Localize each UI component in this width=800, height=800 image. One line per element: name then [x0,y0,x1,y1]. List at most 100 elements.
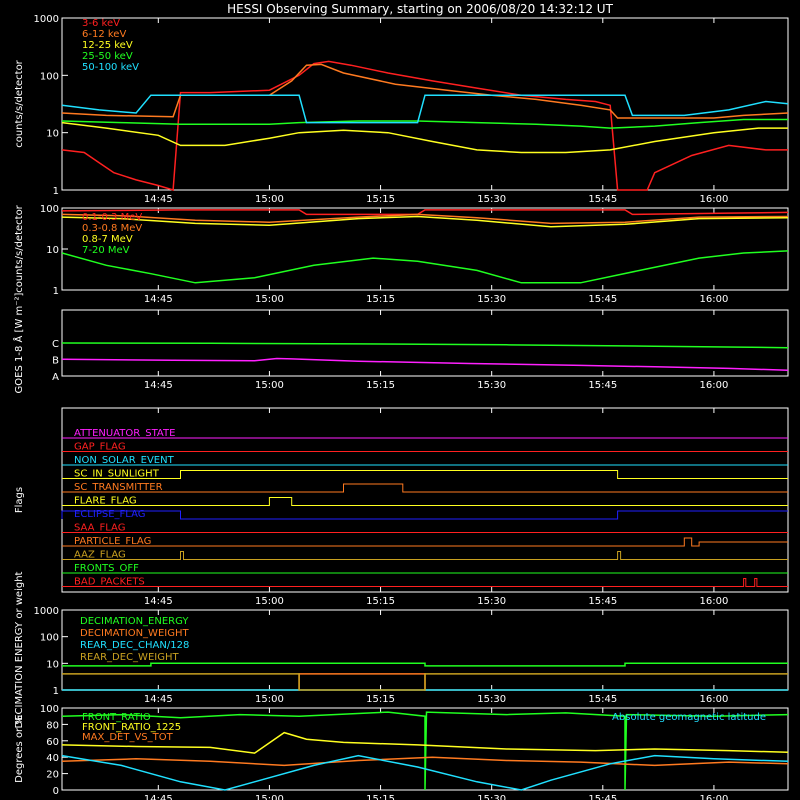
panel4-flag-label-4: SC_TRANSMITTER [74,482,163,493]
panel1-series-1 [61,63,789,119]
panel4-ylabel: Flags [14,487,25,513]
panel5: 14:45 15:00 15:15 15:30 15:45 16:00 DECIMATION… [14,571,789,728]
panel1-ytick-label-2: 100 [40,71,59,82]
panel4-flag-line-4 [62,483,788,493]
panel6-xtick-label-1: 15:00 [255,794,284,800]
panel4-flag-line-9 [62,551,788,560]
panel5-legend-3: REAR_DEC_WEIGHT [80,652,179,663]
panel3-series-0 [61,342,789,349]
panel6-ytick-label-2: 40 [46,753,59,764]
panel5-xtick-label-0: 14:45 [144,694,173,705]
panel6-legend-1: FRONT_RATIO_1225 [82,722,181,733]
panel6-xtick-label-0: 14:45 [144,794,173,800]
panel2-xtick-label-2: 15:15 [366,294,395,305]
panel1-series-0 [61,60,788,191]
panel1-frame [61,17,789,191]
panel6-series-1 [61,731,789,754]
panel2-series-3 [61,250,789,284]
panel5-xtick-label-3: 15:30 [477,694,506,705]
panel4-flag-label-7: SAA_FLAG [74,523,125,534]
panel1-xtick-label-5: 16:00 [700,194,729,205]
panel6-ytick-label-1: 20 [46,770,59,781]
panel2-xtick-label-4: 15:45 [588,294,617,305]
panel2-ytick-label-0: 1 [53,286,59,297]
panel5-legend-0: DECIMATION_ENERGY [80,616,189,627]
panel3-xtick-label-3: 15:30 [477,380,506,391]
panel2-ylabel: counts/s/detector [14,204,25,292]
panel5-series-0 [62,662,788,667]
panel2-series-1 [61,213,789,225]
panel4-flag-label-6: ECLIPSE_FLAG [74,509,145,520]
panel6-ytick-label-4: 80 [46,720,59,731]
panel4-xtick-label-2: 15:15 [366,596,395,607]
panel6-xtick-label-4: 15:45 [588,794,617,800]
panel4-flag-label-5: FLARE_FLAG [74,496,137,507]
panel2-xtick-label-1: 15:00 [255,294,284,305]
panel6-ytick-label-0: 0 [53,786,59,797]
panel1-xtick-label-0: 14:45 [144,194,173,205]
panel1: 14:45 15:00 15:15 15:30 15:45 16:00 counts/s/d… [14,14,789,205]
panel4-xtick-label-4: 15:45 [588,596,617,607]
panel4-xtick-label-0: 14:45 [144,596,173,607]
panel1-legend-1: 6-12 keV [82,29,126,40]
panel3-xtick-label-2: 15:15 [366,380,395,391]
panel2-xtick-label-5: 16:00 [700,294,729,305]
panel1-xtick-label-1: 15:00 [255,194,284,205]
panel5-ytick-label-0: 1 [53,686,59,697]
panel4-xtick-label-5: 16:00 [700,596,729,607]
panel6-ylabel: Degrees or % [14,715,25,783]
panel2-legend-1: 0.3-0.8 MeV [82,223,142,234]
panel1-legend-4: 50-100 keV [82,62,139,73]
panel6: 14:45 15:00 15:15 15:30 15:45 16:00 Degrees or… [14,704,789,800]
panel1-ylabel: counts/s/detector [14,59,25,147]
panel1-ytick-label-3: 1000 [34,14,59,25]
panel2-legend-0: 0.1-0.3 MeV [82,212,142,223]
panel4-flag-line-5 [62,497,788,506]
panel6-series-0 [61,711,789,791]
panel1-legend-0: 3-6 keV [82,18,120,29]
panel6-ytick-label-3: 60 [46,737,59,748]
panel3-ylabel: GOES 1-8 Å [W m⁻²] [12,292,25,393]
panel2-xtick-label-3: 15:30 [477,294,506,305]
panel1-legend-3: 25-50 keV [82,51,133,62]
panel2-ytick-label-1: 10 [46,245,59,256]
panel1-series-3 [61,118,788,129]
panel4-flag-label-9: AAZ_FLAG [74,550,126,561]
panel3-xtick-label-4: 15:45 [588,380,617,391]
panel6-series-3 [61,754,789,791]
panel1-xtick-label-4: 15:45 [588,194,617,205]
panel2-ytick-label-2: 100 [40,204,59,215]
panel4-flag-line-3 [62,470,788,479]
panel3-ytick-label-0: C [52,339,59,350]
panel4-flag-line-11 [62,578,788,587]
panel2: 14:45 15:00 15:15 15:30 15:45 16:00 counts/s/d… [14,204,789,305]
panel4-flag-label-8: PARTICLE_FLAG [74,536,151,547]
panel4-flag-label-0: ATTENUATOR_STATE [74,428,175,439]
panel5-ylabel: DECIMATION ENERGY or weight [14,571,25,728]
panel3-xtick-label-1: 15:00 [255,380,284,391]
panel5-xtick-label-1: 15:00 [255,694,284,705]
panel5-xtick-label-2: 15:15 [366,694,395,705]
panel1-xtick-label-3: 15:30 [477,194,506,205]
panel3-ytick-label-2: A [52,372,59,383]
panel4-xtick-label-1: 15:00 [255,596,284,607]
panel3: 14:45 15:00 15:15 15:30 15:45 16:00 GOES 1-8 Å… [12,292,789,393]
panel4-flag-label-11: BAD_PACKETS [74,577,145,588]
panel2-xtick-label-0: 14:45 [144,294,173,305]
panel2-series-0 [61,209,789,216]
panel4-flag-label-1: GAP_FLAG [74,442,126,453]
panel4-flag-line-8 [62,537,788,547]
panel5-ytick-label-2: 100 [40,633,59,644]
panel6-ytick-label-5: 100 [40,704,59,715]
panel6-legend-0: FRONT_RATIO [82,712,151,723]
panel1-xtick-label-2: 15:15 [366,194,395,205]
panel4-flag-label-3: SC_IN_SUNLIGHT [74,469,160,480]
panel3-series-1 [61,357,789,371]
chart-title: HESSI Observing Summary, starting on 200… [227,2,613,16]
panel6-series-2 [61,756,789,767]
panel4-flag-line-6 [61,510,788,520]
panel6-annotation: Absolute geomagnetic latitude [612,712,766,723]
panel4-frame [61,407,789,593]
panel3-xtick-label-0: 14:45 [144,380,173,391]
panel5-ytick-label-3: 1000 [34,606,59,617]
